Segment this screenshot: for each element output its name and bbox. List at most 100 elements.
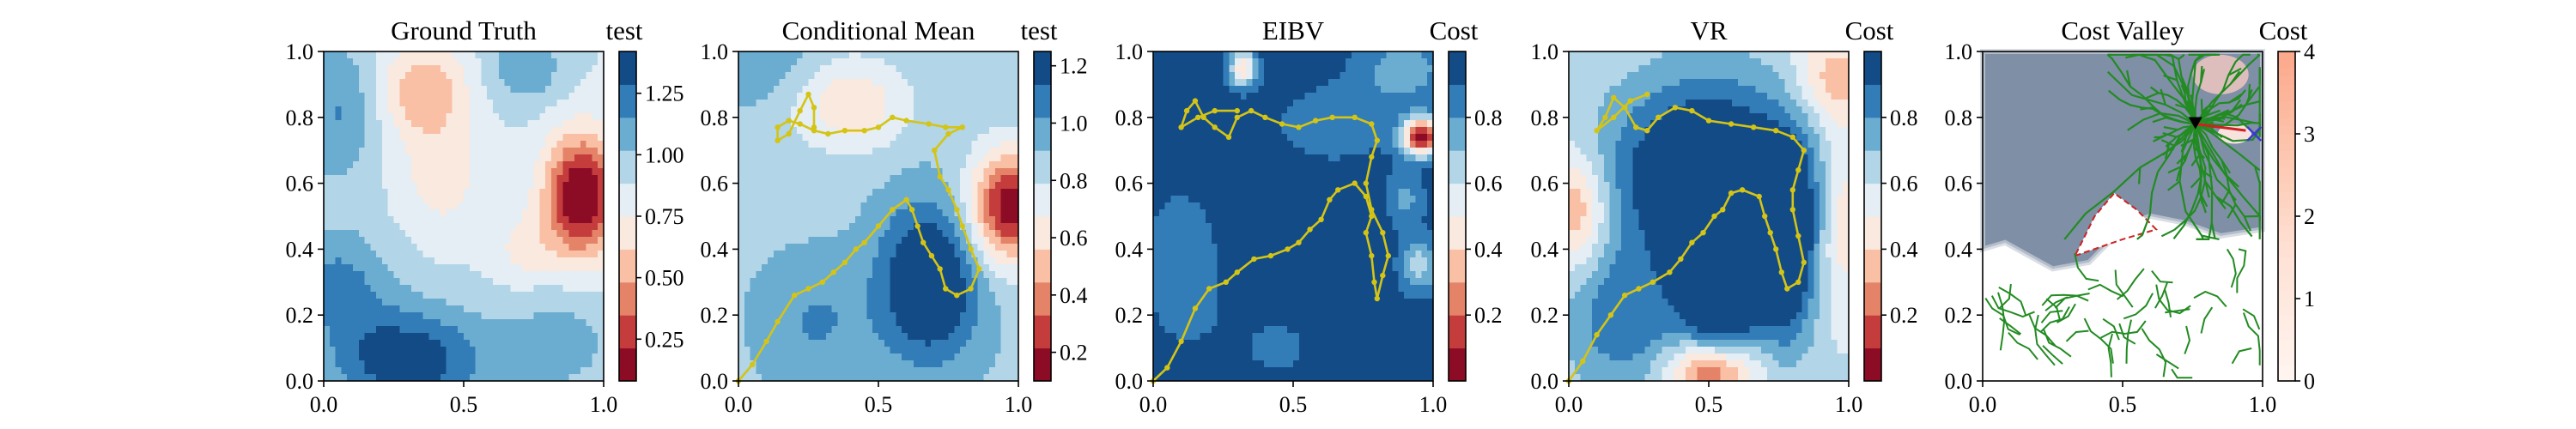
heatmap-cell: [352, 175, 360, 183]
heatmap-cell: [329, 319, 337, 327]
heatmap-cell: [376, 230, 383, 238]
heatmap-cell: [364, 360, 371, 368]
heatmap-cell: [504, 86, 511, 94]
heatmap-cell: [598, 79, 605, 87]
heatmap-cell: [393, 161, 400, 169]
heatmap-cell: [481, 285, 488, 293]
heatmap-cell: [393, 196, 400, 203]
heatmap-cell: [744, 305, 751, 313]
heatmap-cell: [352, 58, 360, 66]
heatmap-cell: [475, 278, 482, 286]
heatmap-cell: [796, 79, 804, 87]
heatmap-cell: [860, 319, 868, 327]
heatmap-cell: [598, 196, 605, 203]
heatmap-cell: [487, 312, 494, 320]
heatmap-cell: [756, 264, 762, 272]
heatmap-cell: [762, 120, 769, 128]
heatmap-cell: [393, 367, 400, 375]
heatmap-cell: [358, 209, 366, 217]
heatmap-cell: [756, 305, 762, 313]
heatmap-cell: [352, 196, 360, 203]
heatmap-cell: [475, 175, 482, 183]
heatmap-cell: [469, 305, 477, 313]
colorbar-label: test: [1020, 15, 1057, 45]
heatmap-cell: [773, 120, 781, 128]
heatmap-cell: [866, 141, 873, 148]
heatmap-cell: [802, 292, 810, 299]
heatmap-cell: [422, 374, 429, 382]
heatmap-cell: [1357, 58, 1364, 66]
heatmap-cell: [878, 141, 885, 148]
heatmap-cell: [954, 51, 961, 59]
heatmap-cell: [475, 202, 482, 210]
heatmap-cell: [1415, 58, 1423, 66]
heatmap-cell: [942, 278, 950, 286]
heatmap-cell: [977, 223, 984, 231]
heatmap-cell: [376, 237, 383, 245]
heatmap-cell: [744, 106, 751, 114]
heatmap-cell: [907, 209, 914, 217]
heatmap-cell: [750, 216, 756, 224]
heatmap-cell: [352, 209, 360, 217]
heatmap-cell: [458, 154, 465, 162]
heatmap-cell: [1281, 51, 1288, 59]
heatmap-cell: [960, 72, 967, 80]
heatmap-cell: [1293, 58, 1300, 66]
heatmap-cell: [896, 347, 902, 354]
heatmap-cell: [942, 353, 950, 361]
heatmap-cell: [791, 202, 798, 210]
heatmap-cell: [931, 175, 938, 183]
heatmap-cell: [866, 292, 873, 299]
heatmap-cell: [422, 360, 429, 368]
heatmap-cell: [890, 353, 896, 361]
heatmap-cell: [896, 251, 902, 258]
heatmap-cell: [446, 154, 453, 162]
heatmap-cell: [820, 127, 827, 135]
heatmap-cell: [410, 237, 418, 245]
heatmap-cell: [452, 189, 459, 196]
heatmap-cell: [971, 230, 979, 238]
heatmap-cell: [370, 209, 377, 217]
heatmap-cell: [416, 237, 424, 245]
heatmap-cell: [919, 230, 926, 238]
heatmap-cell: [358, 237, 366, 245]
heatmap-cell: [393, 175, 400, 183]
heatmap-cell: [422, 319, 429, 327]
heatmap-cell: [592, 127, 598, 135]
heatmap-cell: [550, 189, 558, 196]
heatmap-cell: [440, 168, 447, 176]
heatmap-cell: [498, 216, 506, 224]
heatmap-cell: [428, 360, 435, 368]
heatmap-cell: [1188, 51, 1195, 59]
heatmap-cell: [948, 161, 955, 169]
heatmap-cell: [896, 360, 902, 368]
heatmap-cell: [592, 285, 598, 293]
heatmap-cell: [785, 65, 792, 73]
heatmap-cell: [866, 113, 873, 121]
heatmap-cell: [458, 257, 465, 265]
heatmap-cell: [773, 79, 781, 87]
heatmap-cell: [1000, 223, 1008, 231]
heatmap-cell: [808, 244, 815, 251]
heatmap-cell: [802, 113, 810, 121]
heatmap-cell: [521, 51, 529, 59]
heatmap-cell: [393, 182, 400, 190]
heatmap-cell: [545, 299, 552, 306]
heatmap-cell: [1012, 326, 1019, 334]
colorbar-segment: [619, 150, 636, 184]
heatmap-cell: [843, 244, 850, 251]
heatmap-cell: [545, 278, 552, 286]
heatmap-cell: [516, 154, 523, 162]
heatmap-cell: [971, 65, 979, 73]
heatmap-cell: [586, 319, 593, 327]
heatmap-cell: [837, 299, 844, 306]
heatmap-cell: [796, 86, 804, 94]
heatmap-cell: [989, 168, 996, 176]
heatmap-cell: [492, 58, 500, 66]
heatmap-cell: [866, 106, 873, 114]
colorbar-segment: [619, 117, 636, 151]
heatmap-cell: [890, 271, 896, 279]
heatmap-cell: [802, 100, 810, 107]
heatmap-cell: [527, 113, 535, 121]
heatmap-cell: [329, 168, 337, 176]
